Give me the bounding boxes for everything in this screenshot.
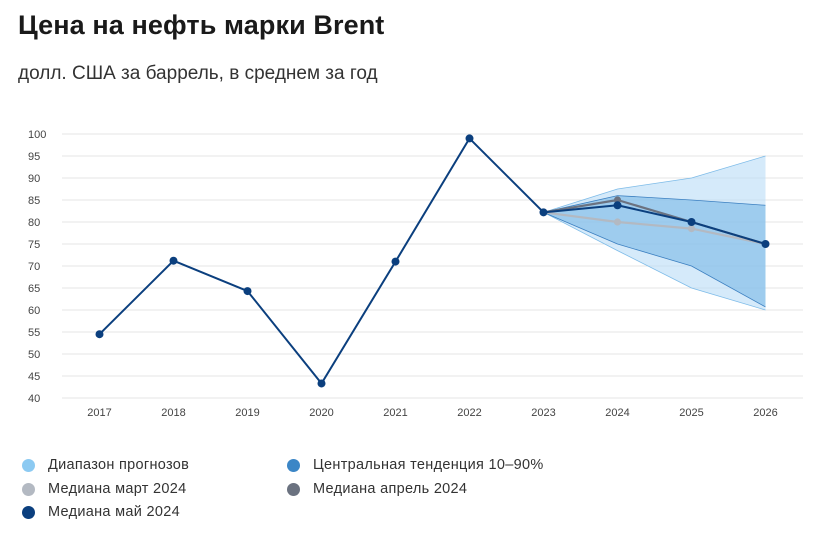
median-may-point (243, 287, 252, 296)
median-may-point (465, 134, 474, 143)
median-march-point (687, 225, 696, 233)
median-may-point (761, 240, 770, 248)
y-tick-label: 55 (28, 327, 40, 339)
legend-swatch (22, 459, 35, 472)
median-may-point (317, 379, 326, 388)
x-tick-label: 2023 (531, 407, 555, 419)
legend-swatch (287, 459, 300, 472)
legend-label: Медиана апрель 2024 (313, 481, 468, 497)
forecast-range-low-edge (543, 211, 766, 311)
y-tick-label: 100 (28, 129, 46, 141)
central-tendency-high-edge (543, 195, 766, 213)
x-tick-label: 2019 (235, 407, 259, 419)
x-tick-label: 2020 (309, 407, 333, 419)
central-tendency-low-edge (543, 211, 766, 308)
median-may-point (391, 257, 400, 266)
legend-swatch (22, 483, 35, 496)
y-tick-label: 95 (28, 151, 40, 163)
chart-title: Цена на нефть марки Brent (18, 10, 385, 40)
x-tick-label: 2022 (457, 407, 481, 419)
chart-subtitle: долл. США за баррель, в среднем за год (18, 63, 378, 84)
median-march-line (543, 211, 766, 246)
x-tick-label: 2024 (605, 407, 629, 419)
legend-swatch (22, 506, 35, 519)
median-may-line (98, 137, 766, 385)
legend-label: Медиана март 2024 (48, 481, 187, 497)
y-tick-label: 75 (28, 239, 40, 251)
central-tendency-band (543, 195, 766, 307)
x-tick-label: 2017 (87, 407, 111, 419)
y-tick-label: 45 (28, 371, 40, 383)
median-may-point (95, 330, 104, 339)
x-tick-label: 2021 (383, 407, 407, 419)
y-tick-label: 50 (28, 349, 40, 361)
forecast-range-high-edge (543, 155, 766, 213)
median-may-point (169, 256, 178, 265)
y-tick-label: 80 (28, 217, 40, 229)
legend-label: Медиана май 2024 (48, 504, 180, 520)
x-tick-label: 2018 (161, 407, 185, 419)
y-tick-label: 60 (28, 305, 40, 317)
y-tick-label: 40 (28, 393, 40, 405)
x-tick-label: 2025 (679, 407, 703, 419)
x-tick-label: 2026 (753, 407, 777, 419)
y-tick-label: 90 (28, 173, 40, 185)
y-tick-label: 65 (28, 283, 40, 295)
legend-label: Диапазон прогнозов (48, 457, 190, 473)
legend-label: Центральная тенденция 10–90% (313, 457, 544, 473)
chart-canvas: 100 95 90 85 80 75 70 65 60 55 50 45 40 2017 2018 2019 2… (28, 129, 803, 419)
y-tick-label: 85 (28, 195, 40, 207)
median-may-point (539, 208, 548, 217)
median-may-point (613, 201, 622, 210)
median-may-point (687, 218, 696, 226)
median-march-point (613, 218, 622, 226)
y-tick-label: 70 (28, 261, 40, 273)
legend-swatch (287, 483, 300, 496)
